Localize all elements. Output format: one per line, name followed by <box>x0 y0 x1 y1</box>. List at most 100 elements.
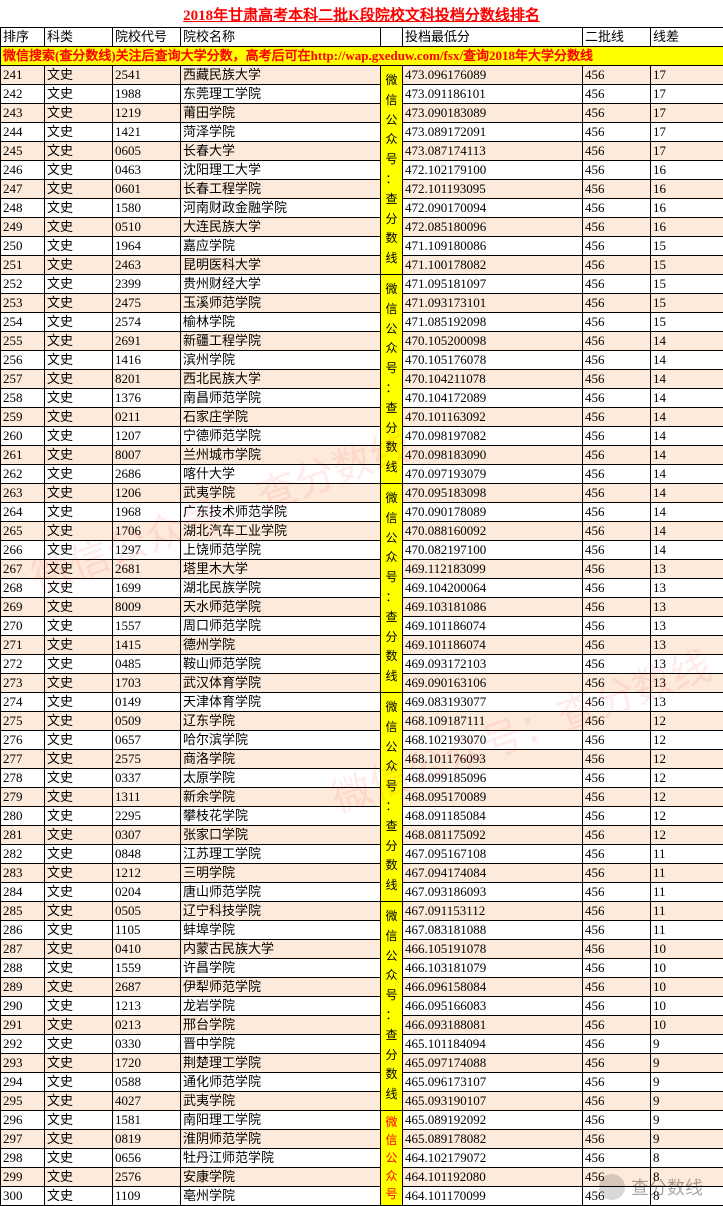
cell-diff: 9 <box>651 1035 723 1054</box>
cell-score: 464.101192080 <box>403 1168 583 1187</box>
cell-diff: 9 <box>651 1092 723 1111</box>
cell-name: 长春工程学院 <box>181 180 381 199</box>
cell-code: 0509 <box>113 712 181 731</box>
cell-rank: 251 <box>1 256 45 275</box>
cell-line2: 456 <box>583 180 651 199</box>
cell-score: 469.104200064 <box>403 579 583 598</box>
cell-line2: 456 <box>583 218 651 237</box>
cell-category: 文史 <box>45 598 113 617</box>
cell-line2: 456 <box>583 275 651 294</box>
cell-score: 473.087174113 <box>403 142 583 161</box>
cell-category: 文史 <box>45 85 113 104</box>
cell-rank: 273 <box>1 674 45 693</box>
cell-category: 文史 <box>45 237 113 256</box>
cell-category: 文史 <box>45 199 113 218</box>
cell-line2: 456 <box>583 864 651 883</box>
table-row: 258文史1376南昌师范学院470.10417208945614 <box>1 389 723 408</box>
cell-category: 文史 <box>45 693 113 712</box>
cell-line2: 456 <box>583 541 651 560</box>
table-row: 257文史8201西北民族大学470.10421107845614 <box>1 370 723 389</box>
table-row: 243文史1219莆田学院473.09018308945617 <box>1 104 723 123</box>
cell-name: 内蒙古民族大学 <box>181 940 381 959</box>
cell-name: 哈尔滨学院 <box>181 731 381 750</box>
cell-name: 广东技术师范学院 <box>181 503 381 522</box>
cell-category: 文史 <box>45 731 113 750</box>
cell-line2: 456 <box>583 313 651 332</box>
table-row: 262文史2686喀什大学470.09719307945614 <box>1 465 723 484</box>
cell-score: 467.095167108 <box>403 845 583 864</box>
cell-score: 468.101176093 <box>403 750 583 769</box>
cell-rank: 291 <box>1 1016 45 1035</box>
cell-diff: 15 <box>651 237 723 256</box>
cell-line2: 456 <box>583 1054 651 1073</box>
cell-score: 472.085180096 <box>403 218 583 237</box>
cell-rank: 249 <box>1 218 45 237</box>
cell-line2: 456 <box>583 883 651 902</box>
cell-score: 466.095166083 <box>403 997 583 1016</box>
cell-diff: 12 <box>651 750 723 769</box>
cell-diff: 9 <box>651 1130 723 1149</box>
cell-category: 文史 <box>45 655 113 674</box>
cell-code: 2399 <box>113 275 181 294</box>
cell-score: 472.101193095 <box>403 180 583 199</box>
cell-diff: 14 <box>651 446 723 465</box>
cell-score: 465.096173107 <box>403 1073 583 1092</box>
cell-diff: 13 <box>651 674 723 693</box>
cell-category: 文史 <box>45 921 113 940</box>
cell-rank: 285 <box>1 902 45 921</box>
cell-code: 1421 <box>113 123 181 142</box>
cell-code: 1207 <box>113 427 181 446</box>
col-name: 院校名称 <box>181 28 381 47</box>
table-row: 274文史0149天津体育学院微信公众号：查分数线469.08319307745… <box>1 693 723 712</box>
cell-score: 465.101184094 <box>403 1035 583 1054</box>
cell-rank: 300 <box>1 1187 45 1206</box>
table-row: 259文史0211石家庄学院470.10116309245614 <box>1 408 723 427</box>
table-row: 244文史1421菏泽学院473.08917209145617 <box>1 123 723 142</box>
cell-rank: 242 <box>1 85 45 104</box>
cell-name: 榆林学院 <box>181 313 381 332</box>
table-row: 295文史4027武夷学院465.0931901074569 <box>1 1092 723 1111</box>
cell-name: 武夷学院 <box>181 484 381 503</box>
cell-score: 466.096158084 <box>403 978 583 997</box>
cell-diff: 10 <box>651 997 723 1016</box>
cell-score: 470.097193079 <box>403 465 583 484</box>
cell-code: 0213 <box>113 1016 181 1035</box>
cell-line2: 456 <box>583 123 651 142</box>
cell-name: 商洛学院 <box>181 750 381 769</box>
cell-score: 468.081175092 <box>403 826 583 845</box>
cell-name: 龙岩学院 <box>181 997 381 1016</box>
badge-cell: 微信公众号：查分数线 <box>381 484 403 693</box>
table-row: 251文史2463昆明医科大学471.10017808245615 <box>1 256 723 275</box>
table-row: 242文史1988东莞理工学院473.09118610145617 <box>1 85 723 104</box>
cell-name: 喀什大学 <box>181 465 381 484</box>
cell-rank: 257 <box>1 370 45 389</box>
cell-diff: 8 <box>651 1187 723 1206</box>
cell-line2: 456 <box>583 408 651 427</box>
table-row: 276文史0657哈尔滨学院468.10219307045612 <box>1 731 723 750</box>
cell-name: 许昌学院 <box>181 959 381 978</box>
cell-line2: 456 <box>583 199 651 218</box>
cell-name: 辽东学院 <box>181 712 381 731</box>
cell-rank: 248 <box>1 199 45 218</box>
cell-score: 464.102179072 <box>403 1149 583 1168</box>
cell-line2: 456 <box>583 560 651 579</box>
cell-code: 2686 <box>113 465 181 484</box>
cell-diff: 15 <box>651 313 723 332</box>
cell-diff: 17 <box>651 142 723 161</box>
cell-code: 0510 <box>113 218 181 237</box>
cell-rank: 275 <box>1 712 45 731</box>
cell-code: 2691 <box>113 332 181 351</box>
cell-line2: 456 <box>583 1130 651 1149</box>
table-row: 246文史0463沈阳理工大学472.10217910045616 <box>1 161 723 180</box>
cell-category: 文史 <box>45 1130 113 1149</box>
cell-rank: 297 <box>1 1130 45 1149</box>
cell-rank: 253 <box>1 294 45 313</box>
cell-rank: 252 <box>1 275 45 294</box>
cell-rank: 287 <box>1 940 45 959</box>
cell-line2: 456 <box>583 617 651 636</box>
table-row: 280文史2295攀枝花学院468.09118508445612 <box>1 807 723 826</box>
cell-score: 470.082197100 <box>403 541 583 560</box>
cell-name: 西藏民族大学 <box>181 66 381 85</box>
cell-score: 470.098197082 <box>403 427 583 446</box>
cell-score: 467.091153112 <box>403 902 583 921</box>
